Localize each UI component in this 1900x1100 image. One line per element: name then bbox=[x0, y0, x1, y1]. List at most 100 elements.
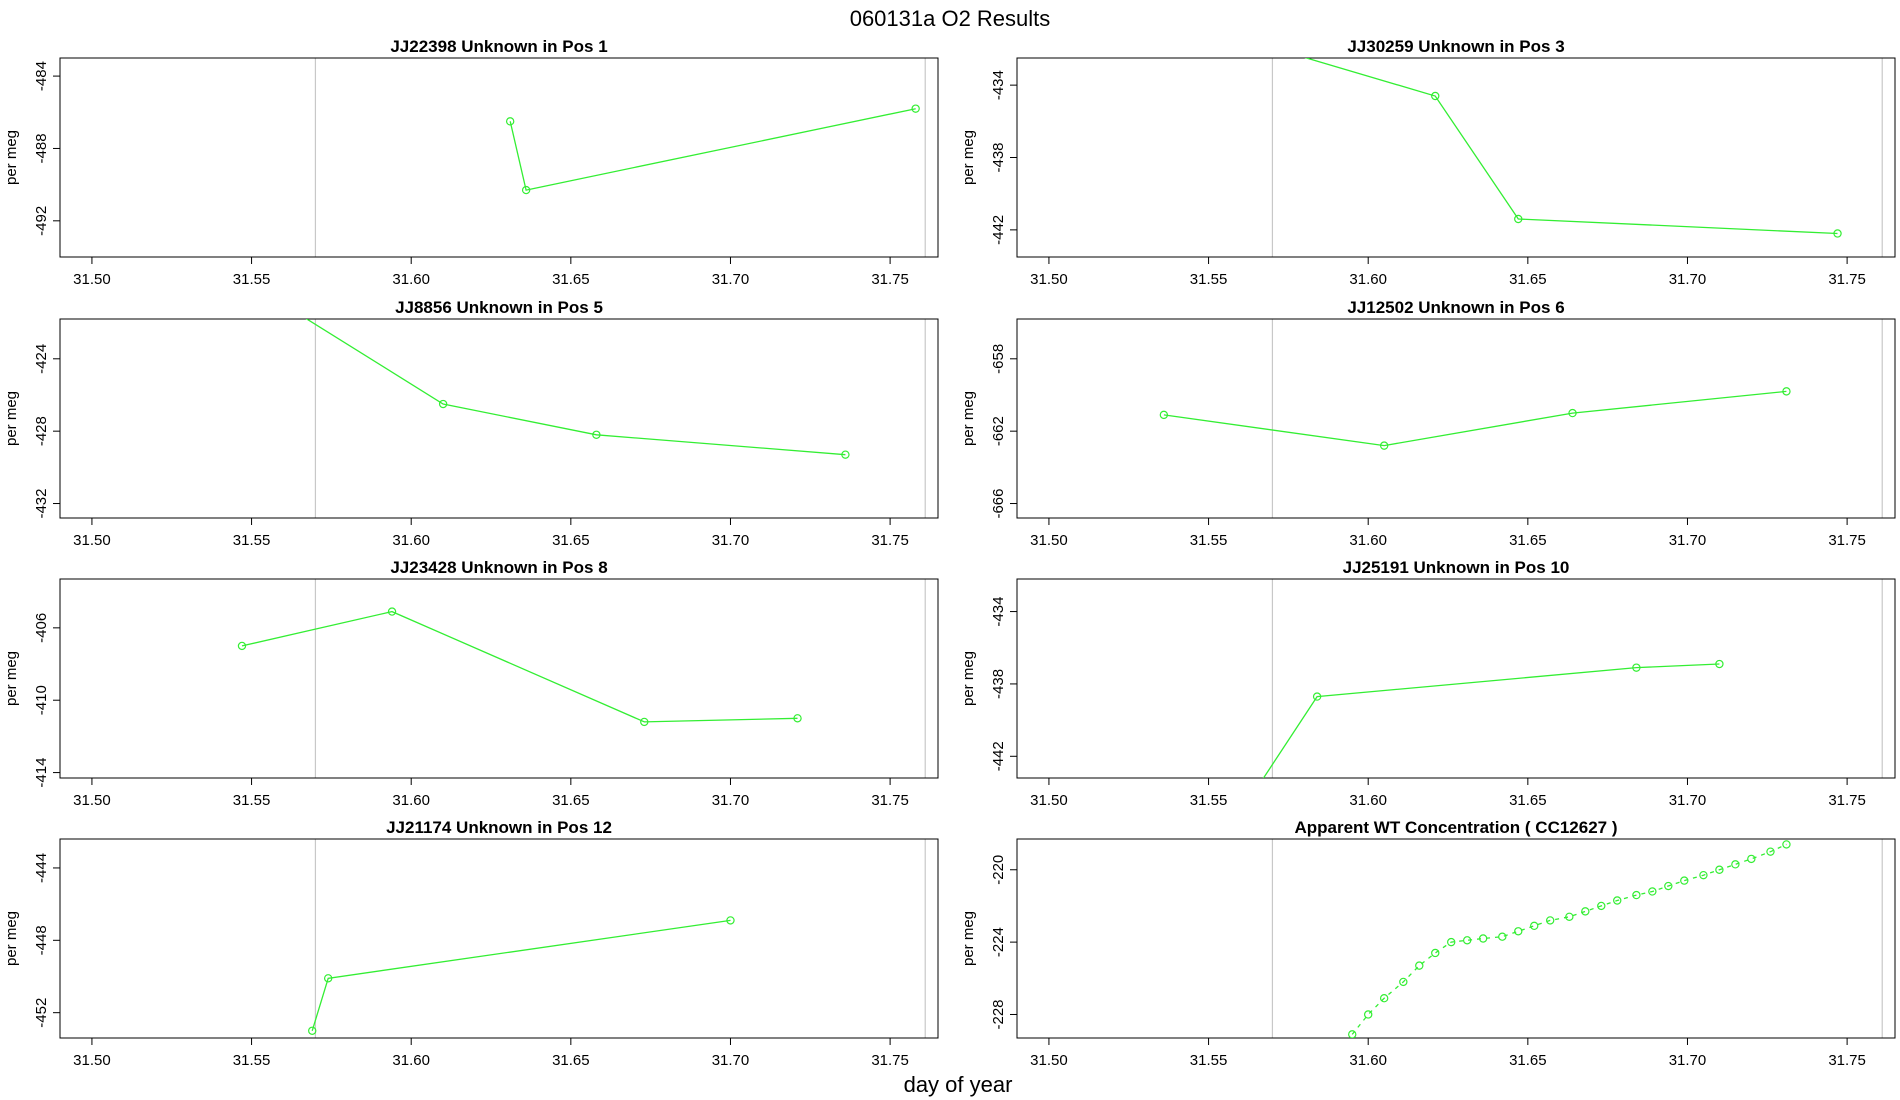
y-tick-label: -220 bbox=[990, 855, 1007, 885]
data-point bbox=[1699, 870, 1708, 880]
data-point bbox=[323, 974, 333, 983]
x-tick-label: 31.70 bbox=[1669, 792, 1707, 809]
chart-panel-6: JJ25191 Unknown in Pos 10 31.50 31.55 31.60… bbox=[960, 558, 1896, 913]
y-tick-label: -492 bbox=[33, 206, 50, 236]
chart-panel-1: JJ22398 Unknown in Pos 1 31.50 31.55 31.60 3… bbox=[3, 37, 939, 288]
data-point bbox=[1680, 876, 1689, 885]
data-point bbox=[592, 430, 601, 439]
y-axis-label: per meg bbox=[960, 651, 977, 706]
chart-panel-4: JJ12502 Unknown in Pos 6 31.50 31.55 31.60 3… bbox=[960, 298, 1896, 549]
data-point bbox=[1363, 1010, 1373, 1019]
data-point bbox=[911, 104, 920, 113]
panels: JJ22398 Unknown in Pos 1 31.50 31.55 31.60 3… bbox=[3, 37, 1896, 1069]
panel-title: JJ12502 Unknown in Pos 6 bbox=[1347, 298, 1564, 317]
y-axis-label: per meg bbox=[3, 911, 20, 966]
y-tick-label: -414 bbox=[33, 758, 50, 788]
data-point bbox=[438, 399, 448, 409]
data-point bbox=[387, 607, 397, 616]
data-point bbox=[1462, 936, 1472, 945]
y-axis-label: per meg bbox=[3, 651, 20, 706]
x-tick-label: 31.55 bbox=[233, 532, 271, 549]
series-line bbox=[241, 610, 798, 723]
y-tick-label: -666 bbox=[990, 489, 1007, 519]
panel-title: JJ22398 Unknown in Pos 1 bbox=[390, 37, 607, 56]
data-point bbox=[521, 185, 531, 195]
x-tick-label: 31.60 bbox=[1349, 271, 1387, 288]
data-point bbox=[1498, 932, 1507, 941]
data-point bbox=[1581, 907, 1590, 916]
x-tick-label: 31.75 bbox=[871, 1052, 909, 1069]
y-tick-label: -438 bbox=[990, 142, 1007, 172]
data-point bbox=[1447, 937, 1456, 947]
y-tick-label: -448 bbox=[33, 925, 50, 955]
data-point bbox=[1379, 994, 1389, 1003]
x-tick-label: 31.65 bbox=[552, 792, 590, 809]
data-point bbox=[1173, 906, 1180, 913]
data-point bbox=[1545, 916, 1555, 925]
x-tick-label: 31.50 bbox=[1030, 271, 1068, 288]
chart-panel-7: JJ21174 Unknown in Pos 12 31.50 31.55 31.60… bbox=[3, 818, 939, 1069]
data-point bbox=[1431, 91, 1440, 101]
x-tick-label: 31.50 bbox=[1030, 532, 1068, 549]
y-tick-label: -452 bbox=[33, 998, 50, 1028]
x-tick-label: 31.75 bbox=[871, 532, 909, 549]
panel-title: Apparent WT Concentration ( CC12627 ) bbox=[1294, 818, 1617, 837]
data-series bbox=[1304, 58, 1842, 238]
x-tick-label: 31.60 bbox=[392, 1052, 430, 1069]
panel-title: JJ8856 Unknown in Pos 5 bbox=[395, 298, 603, 317]
data-point bbox=[308, 1026, 317, 1035]
x-tick-label: 31.50 bbox=[73, 532, 111, 549]
plot-frame bbox=[1016, 318, 1896, 519]
y-tick-label: -434 bbox=[990, 597, 1007, 627]
data-point bbox=[505, 117, 515, 126]
x-tick-label: 31.70 bbox=[712, 271, 750, 288]
data-series bbox=[237, 607, 802, 727]
x-tick-label: 31.55 bbox=[1190, 532, 1228, 549]
chart-panel-2: JJ30259 Unknown in Pos 3 31.50 31.55 31.60 3… bbox=[960, 37, 1896, 288]
x-tick-label: 31.70 bbox=[1669, 1052, 1707, 1069]
x-tick-label: 31.55 bbox=[1190, 1052, 1228, 1069]
data-series bbox=[1348, 840, 1791, 1038]
x-tick-label: 31.75 bbox=[1828, 271, 1866, 288]
data-point bbox=[1415, 961, 1424, 970]
y-tick-label: -432 bbox=[33, 489, 50, 519]
panel-title: JJ30259 Unknown in Pos 3 bbox=[1347, 37, 1564, 56]
series-line bbox=[1163, 390, 1787, 447]
y-axis-label: per meg bbox=[3, 130, 20, 185]
y-tick-label: -658 bbox=[990, 344, 1007, 374]
x-tick-label: 31.70 bbox=[712, 1052, 750, 1069]
data-point bbox=[1159, 410, 1169, 420]
x-tick-label: 31.65 bbox=[1509, 271, 1547, 288]
y-tick-label: -444 bbox=[33, 853, 50, 883]
x-tick-label: 31.75 bbox=[871, 792, 909, 809]
x-tick-label: 31.60 bbox=[1349, 1052, 1387, 1069]
series-line bbox=[509, 108, 916, 191]
data-point bbox=[1715, 865, 1724, 874]
x-tick-label: 31.55 bbox=[1190, 792, 1228, 809]
y-tick-label: -488 bbox=[33, 133, 50, 163]
data-point bbox=[841, 450, 850, 459]
y-tick-label: -428 bbox=[33, 416, 50, 446]
y-tick-label: -228 bbox=[990, 999, 1007, 1029]
data-series bbox=[308, 916, 735, 1035]
x-tick-label: 31.65 bbox=[1509, 1052, 1547, 1069]
data-point bbox=[1565, 912, 1574, 921]
data-point bbox=[1782, 387, 1791, 396]
data-point bbox=[237, 641, 247, 651]
data-point bbox=[1715, 659, 1724, 669]
y-axis-label: per meg bbox=[3, 391, 20, 446]
y-tick-label: -424 bbox=[33, 344, 50, 374]
x-tick-label: 31.55 bbox=[1190, 271, 1228, 288]
data-point bbox=[1514, 214, 1523, 224]
data-point bbox=[1833, 229, 1842, 238]
panel-title: JJ23428 Unknown in Pos 8 bbox=[390, 558, 607, 577]
data-point bbox=[1766, 847, 1775, 856]
x-tick-label: 31.65 bbox=[552, 532, 590, 549]
x-tick-label: 31.55 bbox=[233, 792, 271, 809]
y-axis-label: per meg bbox=[960, 391, 977, 446]
y-tick-label: -434 bbox=[990, 70, 1007, 100]
x-tick-label: 31.70 bbox=[712, 792, 750, 809]
data-point bbox=[1782, 840, 1791, 849]
chart-panel-3: JJ8856 Unknown in Pos 5 31.50 31.55 31.60 31… bbox=[3, 298, 939, 549]
plot-frame bbox=[59, 57, 939, 258]
